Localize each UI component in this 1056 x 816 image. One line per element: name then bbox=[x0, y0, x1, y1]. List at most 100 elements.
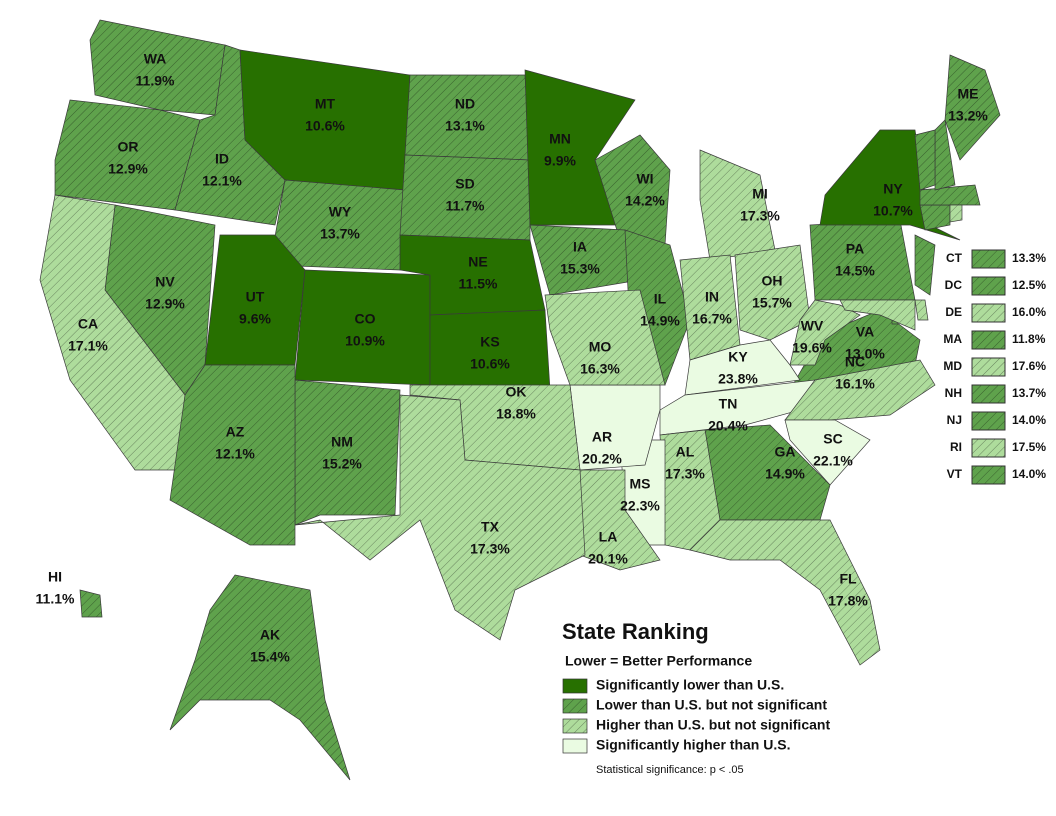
state-value: 17.3% bbox=[740, 208, 780, 224]
state-abbr: OR bbox=[118, 139, 139, 155]
state-abbr: PA bbox=[846, 241, 864, 257]
state-abbr: WA bbox=[144, 51, 167, 67]
state-abbr: NY bbox=[883, 181, 903, 197]
state-abbr: MT bbox=[315, 96, 336, 112]
state-abbr: MO bbox=[589, 339, 612, 355]
state-abbr: KS bbox=[480, 334, 499, 350]
state-abbr: IL bbox=[654, 291, 667, 307]
state-abbr: WV bbox=[801, 318, 824, 334]
inset-value: 17.5% bbox=[1012, 440, 1046, 454]
inset-value: 12.5% bbox=[1012, 278, 1046, 292]
state-shape bbox=[789, 299, 861, 366]
state-abbr: NV bbox=[155, 274, 175, 290]
legend: Significantly lower than U.S. Lower than … bbox=[562, 677, 830, 754]
inset-abbr: DC bbox=[945, 278, 963, 292]
state-shape bbox=[169, 574, 351, 781]
state-abbr: OK bbox=[506, 384, 527, 400]
legend-label: Significantly higher than U.S. bbox=[596, 737, 790, 753]
state-value: 9.6% bbox=[239, 311, 271, 327]
state-abbr: ND bbox=[455, 96, 475, 112]
inset-value: 11.8% bbox=[1012, 332, 1046, 346]
state-value: 12.9% bbox=[108, 161, 148, 177]
inset-abbr: DE bbox=[945, 305, 962, 319]
inset-value: 16.0% bbox=[1012, 305, 1046, 319]
state-abbr: ME bbox=[958, 86, 979, 102]
state-abbr: IN bbox=[705, 289, 719, 305]
state-abbr: NM bbox=[331, 434, 353, 450]
inset-value: 17.6% bbox=[1012, 359, 1046, 373]
state-value: 10.6% bbox=[470, 356, 510, 372]
state-abbr: LA bbox=[599, 529, 618, 545]
inset-swatch bbox=[971, 303, 1006, 323]
state-abbr: NE bbox=[468, 254, 487, 270]
state-shape bbox=[839, 299, 916, 331]
inset-swatch bbox=[971, 438, 1006, 458]
state-shape bbox=[294, 269, 431, 386]
state-shape bbox=[914, 234, 936, 296]
inset-swatch bbox=[971, 330, 1006, 350]
inset-value: 14.0% bbox=[1012, 413, 1046, 427]
state-value: 19.6% bbox=[792, 340, 832, 356]
legend-swatch bbox=[562, 698, 588, 714]
state-value: 12.1% bbox=[215, 446, 255, 462]
state-value: 22.3% bbox=[620, 498, 660, 514]
state-value: 10.9% bbox=[345, 333, 385, 349]
inset-swatch bbox=[971, 276, 1006, 296]
inset-value: 13.3% bbox=[1012, 251, 1046, 265]
inset-key: CT 13.3% DC 12.5% DE 16.0% MA 11.8% MD 17.6% NH 13.… bbox=[943, 249, 1046, 485]
state-abbr: MI bbox=[752, 186, 768, 202]
state-abbr: HI bbox=[48, 569, 62, 585]
state-abbr: CO bbox=[355, 311, 376, 327]
legend-label: Lower than U.S. but not significant bbox=[596, 697, 827, 713]
state-value: 16.3% bbox=[580, 361, 620, 377]
inset-swatch bbox=[971, 357, 1006, 377]
inset-swatch bbox=[971, 411, 1006, 431]
inset-value: 14.0% bbox=[1012, 467, 1046, 481]
legend-title: State Ranking bbox=[562, 619, 709, 644]
legend-label: Significantly lower than U.S. bbox=[596, 677, 784, 693]
state-shape bbox=[204, 234, 306, 366]
state-abbr: TX bbox=[481, 519, 500, 535]
state-value: 16.7% bbox=[692, 311, 732, 327]
state-abbr: WI bbox=[636, 171, 653, 187]
state-labels: WA 11.9% OR 12.9% ID 12.1% MT 10.6% WY 13.7% ND 13.… bbox=[36, 51, 989, 665]
state-abbr: OH bbox=[762, 273, 783, 289]
state-value: 15.2% bbox=[322, 456, 362, 472]
state-value: 14.5% bbox=[835, 263, 875, 279]
state-value: 18.8% bbox=[496, 406, 536, 422]
state-abbr: FL bbox=[839, 571, 857, 587]
state-abbr: KY bbox=[728, 349, 748, 365]
state-abbr: AR bbox=[592, 429, 612, 445]
state-abbr: GA bbox=[775, 444, 796, 460]
state-abbr: TN bbox=[719, 396, 738, 412]
state-shape bbox=[294, 394, 586, 641]
state-shape bbox=[734, 244, 811, 341]
inset-value: 13.7% bbox=[1012, 386, 1046, 400]
state-value: 23.8% bbox=[718, 371, 758, 387]
state-value: 15.3% bbox=[560, 261, 600, 277]
inset-abbr: NH bbox=[945, 386, 962, 400]
state-abbr: SD bbox=[455, 176, 474, 192]
state-shape bbox=[949, 204, 963, 223]
state-abbr: MS bbox=[630, 476, 651, 492]
state-abbr: IA bbox=[573, 239, 587, 255]
legend-swatch bbox=[562, 738, 588, 754]
state-shape bbox=[944, 54, 1001, 161]
inset-abbr: MD bbox=[943, 359, 962, 373]
state-abbr: WY bbox=[329, 204, 352, 220]
legend-swatch bbox=[562, 678, 588, 694]
state-shape bbox=[914, 129, 936, 191]
state-value: 11.7% bbox=[446, 198, 485, 214]
state-shape bbox=[544, 289, 666, 386]
state-value: 20.1% bbox=[588, 551, 628, 567]
state-value: 13.2% bbox=[948, 108, 988, 124]
state-value: 14.9% bbox=[765, 466, 805, 482]
state-shape bbox=[914, 299, 929, 321]
state-value: 17.8% bbox=[828, 593, 868, 609]
state-value: 9.9% bbox=[544, 153, 576, 169]
state-shape bbox=[294, 379, 401, 526]
inset-swatch bbox=[971, 249, 1006, 269]
state-value: 15.7% bbox=[752, 295, 792, 311]
